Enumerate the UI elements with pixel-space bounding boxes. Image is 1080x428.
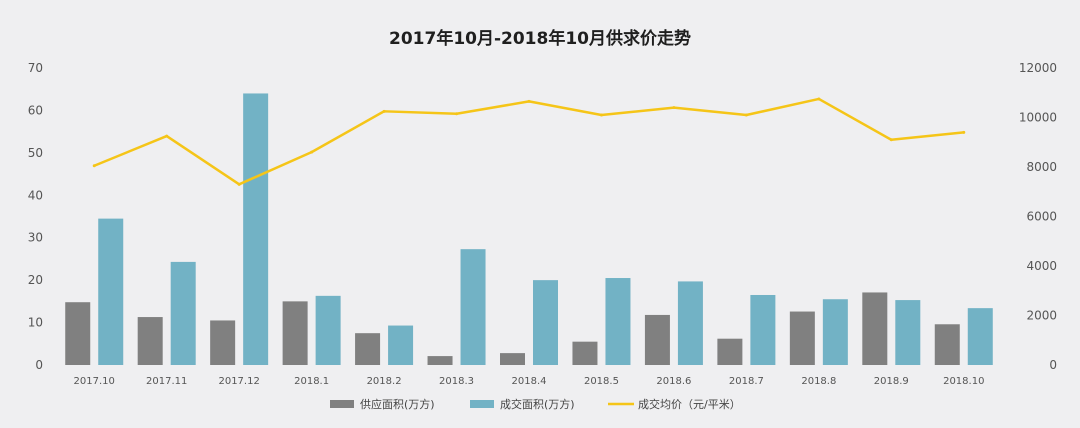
- y-left-tick-label: 20: [28, 273, 43, 287]
- line-point: [527, 99, 531, 103]
- legend-label: 成交均价（元/平米）: [638, 397, 741, 411]
- legend-label: 供应面积(万方): [360, 397, 435, 411]
- bar-supply-2018.6: [644, 314, 670, 365]
- line-point: [165, 134, 169, 138]
- bar-deal-2017.12: [243, 93, 269, 365]
- x-tick-label: 2018.9: [874, 376, 909, 387]
- bar-deal-2018.8: [822, 299, 848, 365]
- bar-deal-2018.7: [750, 294, 776, 365]
- y-right-tick-label: 8000: [1026, 160, 1057, 174]
- chart-title: 2017年10月-2018年10月供求价走势: [389, 29, 691, 49]
- x-tick-label: 2018.7: [729, 376, 764, 387]
- bar-supply-2018.9: [862, 292, 888, 365]
- y-right-tick-label: 4000: [1026, 259, 1057, 273]
- bar-deal-2018.1: [315, 295, 341, 365]
- y-left-tick-label: 0: [35, 358, 43, 372]
- bar-supply-2018.10: [934, 324, 960, 365]
- bar-supply-2018.7: [717, 338, 743, 365]
- y-right-tick-label: 0: [1049, 358, 1057, 372]
- line-point: [672, 106, 676, 110]
- bar-deal-2018.2: [388, 325, 414, 365]
- bar-supply-2018.5: [572, 341, 598, 365]
- bar-deal-2018.5: [605, 278, 631, 365]
- bar-supply-2018.1: [282, 301, 308, 365]
- y-left-tick-label: 10: [28, 316, 43, 330]
- line-point: [310, 150, 314, 154]
- y-right-tick-label: 10000: [1019, 111, 1057, 125]
- line-point: [455, 112, 459, 116]
- bar-supply-2018.2: [355, 333, 381, 365]
- x-tick-label: 2017.12: [218, 376, 259, 387]
- bar-deal-2018.3: [460, 249, 486, 365]
- x-tick-label: 2018.3: [439, 376, 474, 387]
- y-right-tick-label: 2000: [1026, 309, 1057, 323]
- bar-deal-2018.10: [967, 308, 993, 365]
- line-point: [817, 97, 821, 101]
- x-tick-label: 2018.5: [584, 376, 619, 387]
- line-point: [92, 164, 96, 168]
- legend-swatch: [470, 400, 494, 408]
- x-tick-label: 2018.8: [801, 376, 836, 387]
- y-right-tick-label: 12000: [1019, 61, 1057, 75]
- x-tick-label: 2018.10: [943, 376, 984, 387]
- bar-deal-2018.4: [533, 280, 558, 365]
- line-point: [744, 113, 748, 117]
- bar-supply-2018.8: [789, 311, 815, 365]
- line-point: [599, 113, 603, 117]
- x-tick-label: 2018.4: [512, 376, 547, 387]
- y-left-tick-label: 40: [28, 188, 43, 202]
- bar-deal-2018.9: [895, 300, 921, 365]
- line-point: [889, 138, 893, 142]
- bar-deal-2017.10: [98, 218, 124, 365]
- line-point: [962, 130, 966, 134]
- line-point: [237, 182, 241, 186]
- bar-supply-2017.12: [210, 320, 236, 365]
- y-left-tick-label: 50: [28, 146, 43, 160]
- y-left-tick-label: 70: [28, 61, 43, 75]
- x-tick-label: 2017.11: [146, 376, 187, 387]
- x-tick-label: 2017.10: [74, 376, 115, 387]
- y-left-tick-label: 30: [28, 231, 43, 245]
- legend-label: 成交面积(万方): [500, 397, 575, 411]
- bar-supply-2017.10: [65, 302, 91, 365]
- line-point: [382, 109, 386, 113]
- x-tick-label: 2018.6: [656, 376, 691, 387]
- bar-supply-2017.11: [137, 317, 163, 365]
- bar-supply-2018.4: [500, 353, 525, 365]
- line-avg-price: [93, 97, 964, 186]
- y-left-tick-label: 60: [28, 103, 43, 117]
- y-right-tick-label: 6000: [1026, 210, 1057, 224]
- bar-deal-2017.11: [170, 261, 196, 365]
- legend-swatch: [330, 400, 354, 408]
- bar-supply-2018.3: [427, 356, 453, 365]
- bar-deal-2018.6: [677, 281, 703, 365]
- x-tick-label: 2018.1: [294, 376, 329, 387]
- x-tick-label: 2018.2: [367, 376, 402, 387]
